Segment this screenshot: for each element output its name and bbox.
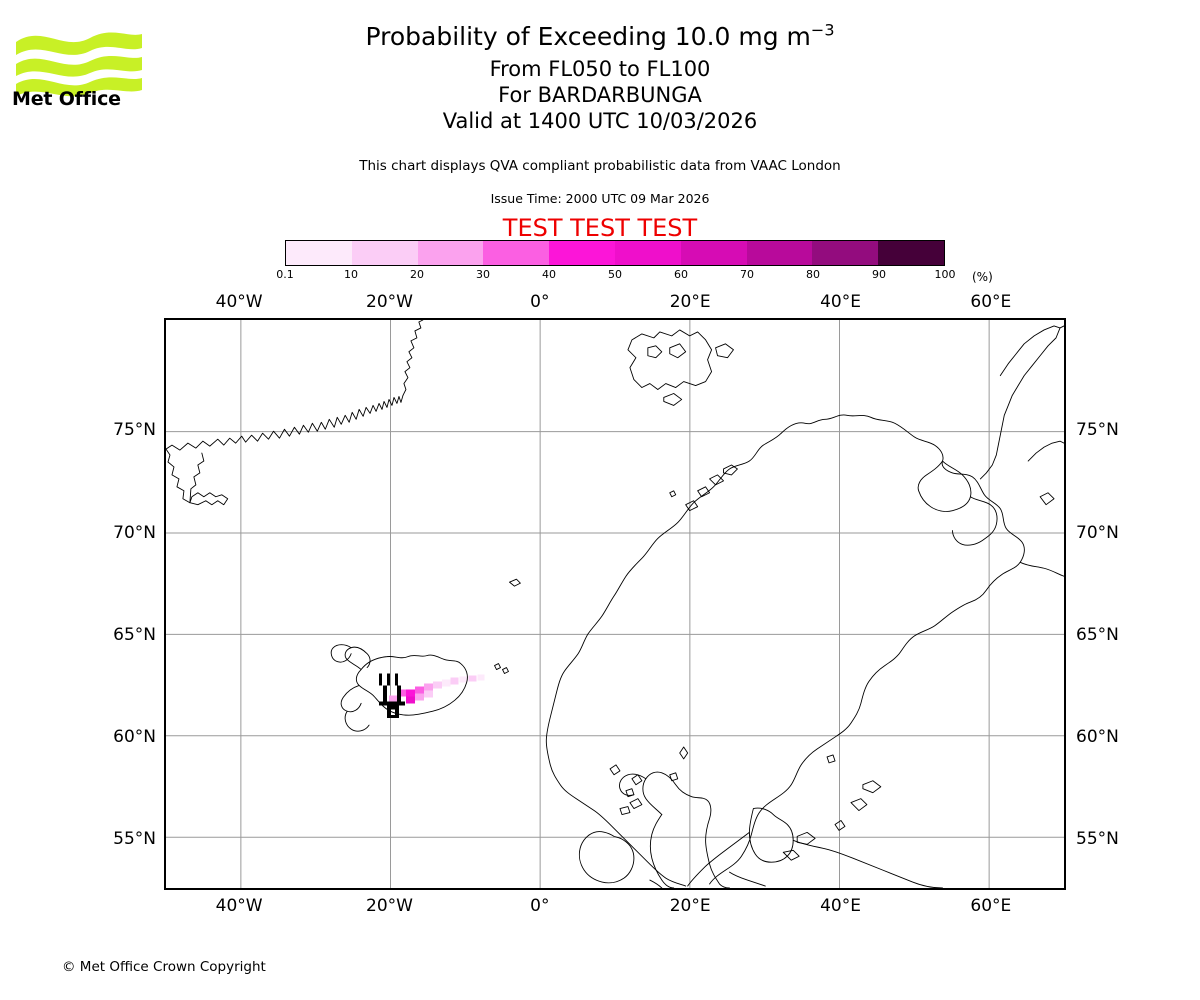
- colorbar-units-label: (%): [972, 270, 993, 284]
- colorbar-tick-labels: 0.1 10 20 30 40 50 60 70 80 90 100: [276, 268, 955, 284]
- coastlines: [166, 320, 1064, 888]
- ash-plume-probability-field: [389, 674, 485, 704]
- lon-tick-label-60°E: 60°E: [970, 896, 1012, 916]
- volcano-marker: [379, 673, 405, 719]
- lat-tick-label-right-70°N: 70°N: [1076, 522, 1119, 543]
- colorbar-tick-60: 60: [674, 268, 688, 281]
- colorbar-tick-0.1: 0.1: [276, 268, 294, 281]
- colorbar-tick-70: 70: [740, 268, 754, 281]
- title-valid-time: Valid at 1400 UTC 10/03/2026: [442, 109, 758, 133]
- colorbar-segment-1: [351, 241, 418, 265]
- lon-tick-label-60°E: 60°E: [970, 292, 1012, 312]
- colorbar-segment-9: [878, 241, 944, 265]
- colorbar-segment-8: [812, 241, 879, 265]
- lat-tick-label-right-75°N: 75°N: [1076, 420, 1119, 441]
- lon-tick-label-20°W: 20°W: [366, 292, 413, 312]
- lon-tick-label-40°E: 40°E: [820, 896, 861, 916]
- logo-waves: [16, 32, 142, 97]
- colorbar-tick-40: 40: [542, 268, 556, 281]
- colorbar-tick-90: 90: [872, 268, 886, 281]
- logo-wordmark: Met Office: [12, 88, 121, 110]
- colorbar-tick-10: 10: [344, 268, 358, 281]
- colorbar-segment-4: [549, 241, 615, 265]
- lat-tick-label-right-60°N: 60°N: [1076, 726, 1119, 747]
- map-canvas: [166, 320, 1064, 888]
- lon-tick-label-0°: 0°: [530, 292, 550, 312]
- test-banner: TEST TEST TEST: [502, 214, 698, 242]
- lon-tick-label-40°W: 40°W: [215, 896, 263, 916]
- page-title: Probability of Exceeding 10.0 mg m−3: [0, 20, 1200, 59]
- met-office-logo: [16, 32, 142, 97]
- colorbar-segment-3: [483, 241, 550, 265]
- lat-tick-label-left-65°N: 65°N: [113, 624, 156, 645]
- colorbar-tick-100: 100: [934, 268, 956, 281]
- page-title-text: Probability of Exceeding 10.0 mg m: [365, 22, 811, 51]
- colorbar-segment-5: [614, 241, 681, 265]
- colorbar-segment-7: [746, 241, 813, 265]
- title-volcano: For BARDARBUNGA: [498, 83, 702, 107]
- lat-tick-label-left-75°N: 75°N: [113, 420, 156, 441]
- lat-tick-label-left-70°N: 70°N: [113, 522, 156, 543]
- colorbar-segment-0: [286, 241, 352, 265]
- map-plot-area[interactable]: [164, 318, 1066, 890]
- map-gridlines: [166, 320, 1064, 888]
- page-title-superscript: −3: [810, 20, 835, 40]
- lat-tick-label-left-55°N: 55°N: [113, 828, 156, 849]
- lon-tick-label-20°E: 20°E: [669, 292, 711, 312]
- title-flight-levels: From FL050 to FL100: [489, 57, 711, 81]
- colorbar-tick-30: 30: [476, 268, 490, 281]
- lon-tick-label-20°W: 20°W: [366, 896, 413, 916]
- probability-colorbar: [285, 240, 945, 266]
- colorbar-segment-6: [680, 241, 747, 265]
- colorbar-tick-20: 20: [410, 268, 424, 281]
- colorbar-tick-50: 50: [608, 268, 622, 281]
- lat-tick-label-right-65°N: 65°N: [1076, 624, 1119, 645]
- issue-time-label: Issue Time: 2000 UTC 09 Mar 2026: [490, 191, 710, 206]
- qva-compliance-note: This chart displays QVA compliant probab…: [359, 158, 841, 174]
- lat-tick-label-left-60°N: 60°N: [113, 726, 156, 747]
- colorbar-segment-2: [417, 241, 484, 265]
- copyright-notice: © Met Office Crown Copyright: [62, 959, 266, 975]
- lon-tick-label-40°W: 40°W: [215, 292, 263, 312]
- title-block: Probability of Exceeding 10.0 mg m−3 Fro…: [0, 20, 1200, 137]
- colorbar-tick-80: 80: [806, 268, 820, 281]
- lon-tick-label-20°E: 20°E: [669, 896, 711, 916]
- lat-tick-label-right-55°N: 55°N: [1076, 828, 1119, 849]
- lon-tick-label-0°: 0°: [530, 896, 550, 916]
- lon-tick-label-40°E: 40°E: [820, 292, 861, 312]
